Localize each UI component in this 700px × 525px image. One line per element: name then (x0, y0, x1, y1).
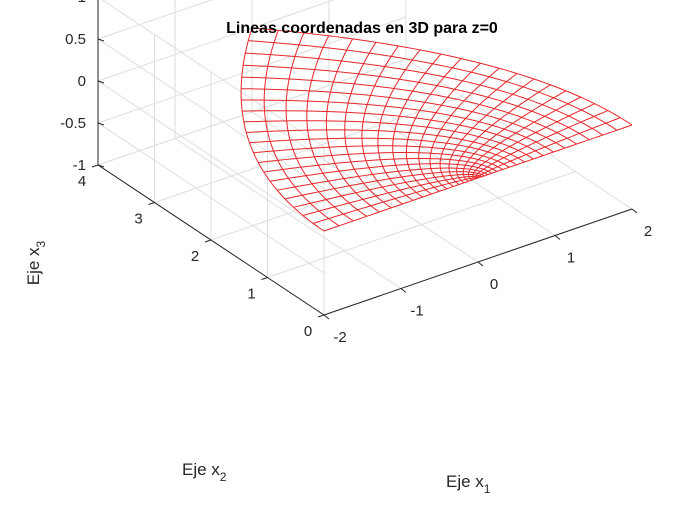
y-tick-label-3: 3 (134, 211, 142, 228)
x-tick-label-1: -1 (410, 303, 423, 320)
z-tick-label-0: -1 (73, 157, 86, 174)
x-tick-mark-1 (400, 288, 407, 293)
x-tick-mark-0 (323, 314, 330, 320)
z-axis-label: Eje x3 (24, 240, 48, 285)
x-tick-mark-3 (554, 235, 561, 240)
y-axis-label: Eje x2 (182, 460, 227, 484)
floor-grid-y-3 (154, 96, 463, 203)
mesh-v-line (240, 27, 325, 232)
z-axis-label-text: Eje x (24, 247, 43, 285)
mesh-v-line (306, 35, 368, 217)
y-tick-label-2: 2 (191, 248, 199, 265)
mesh-v-line (405, 58, 462, 195)
mesh-u-line (284, 171, 485, 200)
x-tick-label-4: 2 (644, 223, 652, 240)
z-tick-mark-2 (97, 80, 105, 84)
z-tick-label-4: 1 (78, 0, 86, 6)
mesh-u-line (269, 163, 493, 182)
axes-frame (91, 0, 638, 320)
x-axis-label-text: Eje x (446, 472, 484, 491)
left-grid-z-1 (97, 122, 325, 274)
y-tick-label-1: 1 (247, 286, 255, 303)
mesh-v-line (285, 32, 354, 222)
x-axis-label-sub: 1 (484, 482, 491, 496)
y-tick-mark-0 (317, 314, 325, 318)
mesh-v-line (418, 62, 481, 192)
x-axis-label: Eje x1 (446, 472, 491, 496)
z-axis-label-sub: 3 (34, 240, 48, 247)
y-axis-label-text: Eje x (182, 460, 220, 479)
z-tick-mark-1 (97, 122, 105, 126)
mesh-v-line (448, 78, 535, 185)
back-grid-z-0 (97, 58, 407, 166)
mesh-v-line (377, 49, 421, 201)
mesh-v-line (325, 38, 380, 213)
mesh-v-line (472, 103, 595, 180)
y-axis-label-sub: 2 (220, 470, 227, 484)
mesh-v-line (475, 110, 609, 179)
z-tick-label-3: 0.5 (65, 31, 86, 48)
x-tick-label-3: 1 (567, 250, 575, 267)
mesh-v-line (344, 42, 392, 209)
z-tick-label-1: -0.5 (60, 115, 86, 132)
y-tick-label-0: 0 (304, 323, 312, 340)
mesh-v-line (477, 124, 633, 179)
chart-title: Lineas coordenadas en 3D para z=0 (226, 20, 498, 37)
mesh-v-line (392, 53, 442, 198)
mesh-u-line (245, 52, 604, 136)
mesh-v-line (361, 45, 403, 205)
x-tick-label-0: -2 (333, 329, 346, 346)
y-tick-mark-4 (91, 164, 99, 168)
y-tick-mark-2 (204, 239, 212, 243)
z-tick-mark-0 (97, 164, 105, 168)
back-grid-z-3 (97, 0, 213, 40)
mesh-v-line (263, 30, 340, 227)
z-tick-mark-3 (97, 38, 105, 42)
floor-grid-y-2 (210, 133, 520, 241)
mesh-v-line (429, 67, 500, 190)
y-tick-mark-3 (148, 202, 155, 205)
mesh-v-line (476, 117, 621, 179)
x-tick-label-2: 0 (490, 276, 498, 293)
mesh-v-line (462, 90, 567, 182)
left-grid-z-2 (97, 80, 325, 232)
y-tick-mark-1 (261, 277, 268, 280)
mesh-v-line (439, 73, 518, 187)
x-tick-mark-4 (631, 208, 638, 214)
left-grid-z-3 (97, 38, 325, 190)
back-grid-z-1 (97, 16, 407, 124)
mesh-v-line (456, 84, 551, 184)
floor-grid-y-1 (267, 171, 576, 278)
y-tick-label-4: 4 (78, 173, 86, 190)
x-tick-mark-2 (477, 261, 484, 267)
surface-mesh (240, 27, 633, 232)
mesh-v-line (468, 96, 581, 181)
z-tick-label-2: 0 (78, 73, 86, 90)
